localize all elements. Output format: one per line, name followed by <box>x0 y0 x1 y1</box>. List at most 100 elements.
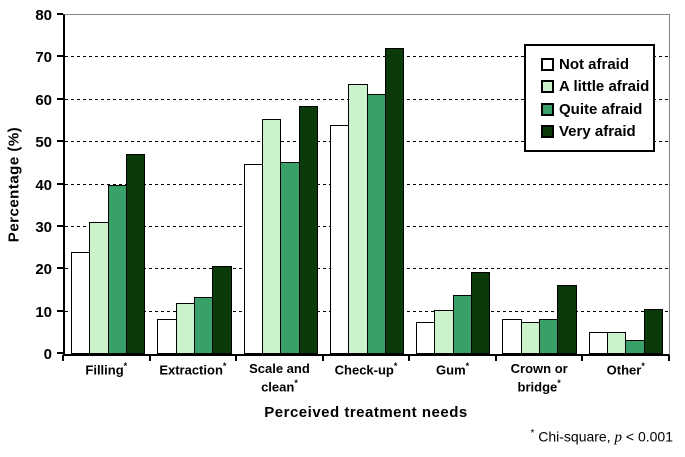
bar <box>452 295 473 354</box>
y-tick-mark-60 <box>57 97 63 100</box>
footnote-marker: * <box>530 428 535 439</box>
legend-swatch <box>541 102 554 116</box>
category-star-marker: * <box>465 361 470 371</box>
category-label-text: Extraction <box>159 362 223 378</box>
bar <box>125 154 146 354</box>
bar <box>193 296 214 354</box>
x-tick-mark-7 <box>668 355 670 361</box>
bar <box>471 271 491 354</box>
bar <box>329 125 350 354</box>
bar-group-5 <box>496 15 582 354</box>
y-tick-label-50: 50 <box>35 134 52 152</box>
legend-swatch <box>541 57 554 71</box>
legend-label: A little afraid <box>559 78 650 96</box>
bar <box>502 318 522 354</box>
bar <box>625 339 645 354</box>
y-tick-mark-0 <box>57 352 63 354</box>
bar <box>557 285 577 354</box>
category-label-0: Filling* <box>63 361 150 396</box>
bar <box>366 94 386 354</box>
bar-group-1 <box>151 15 237 354</box>
bar-groups <box>65 15 669 354</box>
y-tick-mark-20 <box>57 267 63 270</box>
bar <box>157 318 177 354</box>
legend-label: Very afraid <box>559 123 636 141</box>
gridline-70 <box>65 56 669 58</box>
category-star-marker: * <box>393 361 398 371</box>
bar <box>348 84 368 354</box>
y-tick-mark-30 <box>57 224 63 227</box>
y-tick-label-80: 80 <box>35 7 52 24</box>
bar <box>588 331 609 354</box>
category-label-1: Extraction* <box>150 361 237 396</box>
y-axis: 0 10 20 30 40 50 60 70 80 <box>0 8 63 362</box>
plot-area: Not afraid A little afraid Quite afraid Ver… <box>63 14 670 356</box>
category-labels: Filling* Extraction* Scale and clean* Check… <box>63 361 669 396</box>
category-label-4: Gum* <box>409 361 496 396</box>
category-label-text: Scale and clean <box>249 361 310 395</box>
category-label-6: Other* <box>582 361 669 396</box>
x-axis-ticks <box>62 355 670 361</box>
footnote-text: Chi-square, <box>534 428 615 445</box>
legend-item-0: Not afraid <box>541 56 649 73</box>
y-tick-label-0: 0 <box>43 346 52 363</box>
x-tick-mark-1 <box>148 355 151 361</box>
bar <box>416 322 436 354</box>
legend-item-2: Quite afraid <box>541 101 649 118</box>
x-tick-mark-4 <box>408 355 411 361</box>
legend-item-1: A little afraid <box>541 78 649 95</box>
bar-group-2 <box>238 15 324 354</box>
bar <box>539 319 559 354</box>
legend-label: Quite afraid <box>559 100 643 118</box>
y-tick-mark-10 <box>57 309 63 312</box>
bar <box>89 221 109 354</box>
legend-swatch <box>541 80 554 94</box>
y-tick-label-60: 60 <box>35 91 52 109</box>
x-axis-title: Perceived treatment needs <box>264 404 468 421</box>
category-star-marker: * <box>222 361 227 371</box>
bar <box>643 308 663 354</box>
bar <box>280 161 300 354</box>
category-label-5: Crown or bridge* <box>496 361 583 396</box>
bar-group-4 <box>410 15 496 354</box>
y-tick-label-10: 10 <box>35 303 52 321</box>
bar <box>175 303 195 354</box>
bar <box>261 119 282 354</box>
x-tick-mark-2 <box>235 355 238 361</box>
bar <box>71 252 91 354</box>
y-tick-mark-70 <box>57 55 63 58</box>
y-tick-mark-80 <box>57 13 63 15</box>
legend-swatch <box>541 125 554 139</box>
category-star-marker: * <box>294 377 298 388</box>
bar <box>298 105 318 354</box>
y-tick-mark-40 <box>57 182 63 185</box>
bar-group-0 <box>65 15 151 354</box>
y-tick-mark-50 <box>57 140 63 143</box>
bar <box>243 164 263 354</box>
category-star-marker: * <box>641 361 645 371</box>
bar-group-3 <box>324 15 410 354</box>
x-tick-mark-3 <box>321 355 324 361</box>
bar-group-6 <box>583 15 669 354</box>
bar <box>107 185 127 354</box>
category-label-text: Filling <box>85 362 124 378</box>
footnote-p-symbol: p <box>614 429 623 446</box>
legend-item-3: Very afraid <box>541 123 649 140</box>
y-tick-label-20: 20 <box>35 261 52 279</box>
x-tick-mark-0 <box>62 355 64 361</box>
bar <box>384 48 405 354</box>
category-label-text: Check-up <box>334 362 394 378</box>
bar <box>607 331 627 354</box>
category-star-marker: * <box>123 361 128 371</box>
category-label-text: Other <box>606 362 642 378</box>
bar <box>434 309 454 354</box>
bar <box>212 266 232 354</box>
bar <box>520 321 541 354</box>
legend-label: Not afraid <box>559 55 630 73</box>
category-star-marker: * <box>557 377 561 388</box>
y-tick-label-40: 40 <box>35 176 52 194</box>
category-label-text: Crown or bridge <box>510 361 568 395</box>
category-label-3: Check-up* <box>323 361 410 396</box>
chart-footnote: * Chi-square, p < 0.001 <box>530 428 673 447</box>
